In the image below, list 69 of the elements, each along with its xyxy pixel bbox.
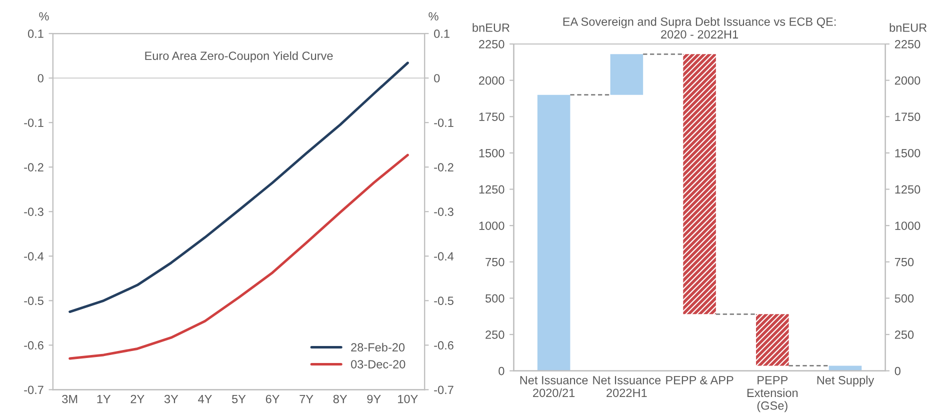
y2-tick-label: 0: [434, 74, 440, 82]
y2-tick-label: -0.3: [434, 208, 454, 216]
bar: [756, 314, 789, 366]
y-tick-label: 1250: [479, 185, 504, 194]
y-tick-label: 750: [486, 258, 504, 266]
y-axis-title: %: [39, 12, 49, 20]
y-tick-label: -0.2: [24, 163, 44, 172]
x-tick-label: Net Supply: [817, 376, 874, 387]
y-tick-label: 250: [486, 330, 504, 339]
y2-tick-label: 1750: [895, 112, 920, 122]
legend-label: 03-Dec-20: [351, 360, 406, 368]
y-tick-label: 0: [38, 74, 44, 82]
y2-tick-label: 0: [894, 366, 900, 376]
y2-tick-label: 2000: [894, 76, 920, 85]
y-tick-label: 1500: [479, 148, 504, 158]
y-tick-label: 500: [485, 294, 504, 303]
bar: [537, 94, 570, 371]
y2-tick-label: -0.4: [434, 252, 454, 261]
x-tick-label: 5Y: [232, 394, 246, 404]
bar: [683, 54, 716, 314]
y2-tick-label: 1500: [895, 148, 920, 158]
y-tick-label: -0.5: [24, 296, 44, 306]
y2-axis-title: bnEUR: [890, 23, 927, 32]
y2-tick-label: -0.5: [434, 296, 454, 306]
y-tick-label: -0.3: [24, 208, 44, 216]
line-series: [68, 154, 409, 360]
y2-tick-label: -0.7: [434, 386, 454, 394]
y-tick-label: 1750: [479, 112, 504, 122]
y2-tick-label: 0.1: [434, 30, 450, 38]
text: Euro Area Zero-Coupon Yield Curve: [145, 51, 333, 62]
y-tick-label: 1000: [479, 222, 504, 230]
x-tick-label: 4Y: [198, 394, 212, 404]
y-tick-label: 2000: [479, 76, 504, 85]
y-axis-title: bnEUR: [472, 23, 510, 32]
x-tick-label: 3Y: [164, 394, 178, 404]
legend-label: 28-Feb-20: [351, 342, 405, 352]
y2-tick-label: -0.6: [434, 341, 454, 350]
x-tick-label: PEPP Extension (GSe): [747, 376, 798, 412]
chart-title: EA Sovereign and Supra Debt Issuance vs ECB QE: 2020 - 2022H1: [563, 17, 836, 39]
y-tick-label: 2250: [479, 40, 504, 48]
x-tick-label: Net Issuance 2022H1: [593, 376, 661, 398]
y2-tick-label: -0.1: [434, 118, 454, 127]
x-tick-label: 2Y: [130, 394, 144, 404]
y-tick-label: -0.4: [24, 252, 44, 261]
y2-tick-label: -0.2: [434, 163, 454, 172]
x-tick-label: 8Y: [333, 394, 348, 404]
y2-tick-label: 250: [894, 330, 914, 339]
bar: [828, 366, 862, 371]
x-tick-label: PEPP & APP: [666, 376, 734, 384]
y-tick-label: -0.6: [24, 341, 44, 350]
x-tick-label: Net Issuance 2020/21: [520, 376, 588, 398]
y2-axis-title: %: [428, 12, 438, 20]
y-tick-label: -0.7: [24, 386, 44, 394]
line-series: [68, 62, 409, 314]
x-tick-label: 1Y: [97, 394, 111, 404]
y2-tick-label: 750: [894, 258, 914, 266]
x-tick-label: 7Y: [300, 394, 314, 404]
y-tick-label: 0: [498, 366, 504, 376]
x-tick-label: 10Y: [398, 394, 418, 404]
y-tick-label: 0.1: [28, 30, 44, 38]
x-tick-label: 3M: [62, 394, 78, 404]
y2-tick-label: 1250: [895, 185, 920, 194]
y2-tick-label: 500: [894, 294, 914, 303]
y2-tick-label: 2250: [894, 40, 920, 48]
y2-tick-label: 1000: [895, 222, 920, 230]
x-tick-label: 6Y: [266, 394, 280, 404]
bar: [610, 54, 644, 95]
y-tick-label: -0.1: [24, 118, 44, 127]
x-tick-label: 9Y: [367, 394, 381, 404]
